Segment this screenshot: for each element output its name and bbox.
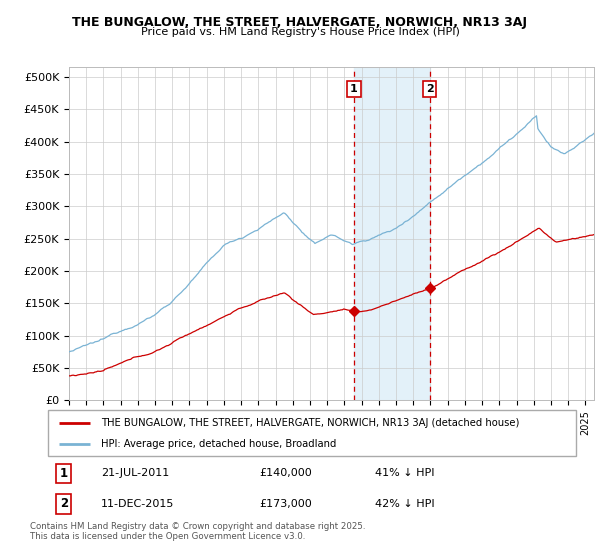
Text: 1: 1: [350, 84, 358, 94]
Text: £140,000: £140,000: [259, 468, 312, 478]
Text: THE BUNGALOW, THE STREET, HALVERGATE, NORWICH, NR13 3AJ: THE BUNGALOW, THE STREET, HALVERGATE, NO…: [73, 16, 527, 29]
Text: Price paid vs. HM Land Registry's House Price Index (HPI): Price paid vs. HM Land Registry's House …: [140, 27, 460, 37]
Text: HPI: Average price, detached house, Broadland: HPI: Average price, detached house, Broa…: [101, 439, 336, 449]
Text: Contains HM Land Registry data © Crown copyright and database right 2025.
This d: Contains HM Land Registry data © Crown c…: [30, 522, 365, 542]
Text: THE BUNGALOW, THE STREET, HALVERGATE, NORWICH, NR13 3AJ (detached house): THE BUNGALOW, THE STREET, HALVERGATE, NO…: [101, 418, 519, 428]
Text: 42% ↓ HPI: 42% ↓ HPI: [376, 499, 435, 509]
Text: 1: 1: [60, 467, 68, 480]
Text: 2: 2: [60, 497, 68, 510]
Text: 41% ↓ HPI: 41% ↓ HPI: [376, 468, 435, 478]
Text: 2: 2: [426, 84, 433, 94]
Text: 21-JUL-2011: 21-JUL-2011: [101, 468, 169, 478]
Text: 11-DEC-2015: 11-DEC-2015: [101, 499, 174, 509]
Bar: [354, 67, 430, 400]
FancyBboxPatch shape: [48, 410, 576, 456]
Text: £173,000: £173,000: [259, 499, 312, 509]
